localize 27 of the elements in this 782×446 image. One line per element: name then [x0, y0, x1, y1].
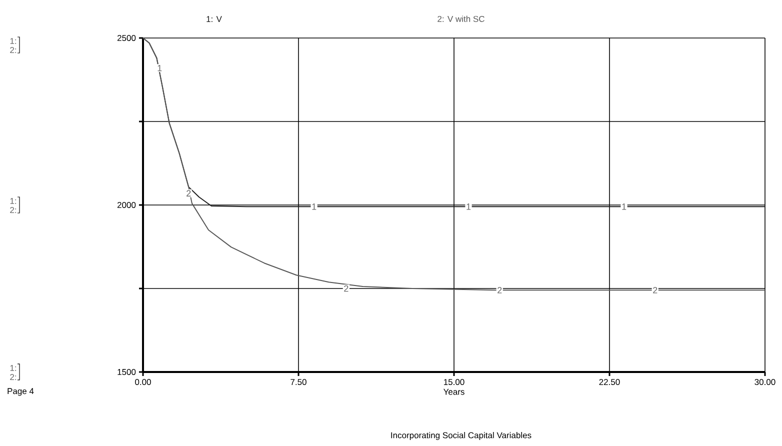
text: 1: — [10, 198, 16, 204]
y-tick-label: 2000 — [117, 202, 136, 208]
text: 1: — [10, 365, 16, 371]
annotation: 2 — [344, 285, 348, 292]
y-tick-label: 1500 — [118, 368, 136, 375]
annotation: 2 — [498, 287, 502, 294]
annotation: 1 — [622, 204, 626, 210]
text: 1: V — [206, 16, 222, 22]
text: 2: — [10, 374, 16, 380]
text: 1: — [10, 38, 16, 44]
x-tick-label: 15.00 — [444, 379, 464, 386]
annotation: 2 — [653, 287, 658, 294]
annotation: 1 — [466, 204, 471, 210]
y-tick-label: 2500 — [117, 34, 136, 41]
x-tick-label: 30.00 — [754, 379, 776, 386]
x-tick-label: 0.00 — [135, 379, 151, 386]
annotation: 2 — [186, 190, 191, 196]
x-axis-title: Years — [443, 388, 464, 395]
x-tick-label: 22.50 — [599, 379, 620, 386]
text: 2: V with SC — [438, 16, 484, 22]
text: 2: — [10, 207, 16, 213]
annotation: 1 — [312, 204, 316, 210]
text: Page 4 — [8, 388, 34, 396]
text: Incorporating Social Capital Variables — [391, 432, 532, 440]
annotation: 1 — [158, 64, 162, 72]
text: 2: — [10, 47, 16, 53]
x-tick-label: 7.50 — [290, 379, 306, 386]
